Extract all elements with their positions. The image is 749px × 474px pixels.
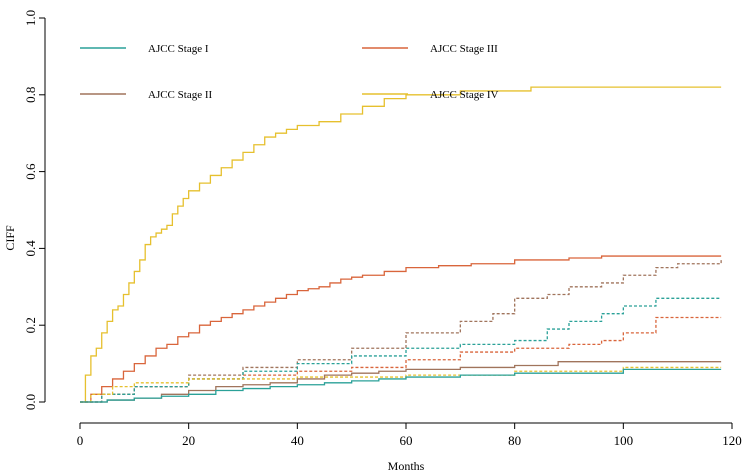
x-tick-label: 100: [614, 433, 634, 448]
legend: AJCC Stage I AJCC Stage III AJCC Stage II A…: [80, 43, 499, 101]
axes: 0.0 0.2 0.4 0.6 0.8 1.0 0 20 40 60 80 100 120: [23, 10, 742, 448]
x-axis-title: Months: [388, 459, 425, 473]
y-tick-label: 1.0: [23, 10, 38, 26]
legend-label-ajcc-stage-i: AJCC Stage I: [148, 43, 209, 55]
series-line-ajcc-stage-iv-alt: [80, 366, 722, 403]
series-line-ajcc-stage-ii-alt: [80, 259, 722, 403]
series-line-ajcc-stage-iii: [80, 255, 722, 403]
x-tick-label: 20: [182, 433, 195, 448]
series-line-ajcc-stage-i-alt: [80, 297, 722, 403]
x-tick-label: 40: [291, 433, 304, 448]
legend-label-ajcc-stage-iii: AJCC Stage III: [430, 43, 498, 55]
y-tick-label: 0.2: [23, 317, 38, 333]
y-axis-title: CIFF: [3, 225, 17, 251]
series-line-ajcc-stage-i: [80, 368, 722, 403]
series-line-ajcc-stage-iv: [80, 86, 722, 403]
y-tick-label: 0.8: [23, 87, 38, 103]
y-tick-label: 0.6: [23, 163, 38, 180]
x-tick-label: 80: [508, 433, 521, 448]
x-tick-label: 60: [400, 433, 413, 448]
x-tick-label: 0: [77, 433, 84, 448]
y-tick-label: 0.4: [23, 240, 38, 257]
y-tick-label: 0.0: [23, 394, 38, 410]
x-tick-label: 120: [722, 433, 742, 448]
series-layer: [80, 86, 722, 403]
legend-label-ajcc-stage-ii: AJCC Stage II: [148, 89, 213, 101]
legend-label-ajcc-stage-iv: AJCC Stage IV: [430, 89, 499, 101]
series-line-ajcc-stage-iii-alt: [80, 316, 722, 403]
